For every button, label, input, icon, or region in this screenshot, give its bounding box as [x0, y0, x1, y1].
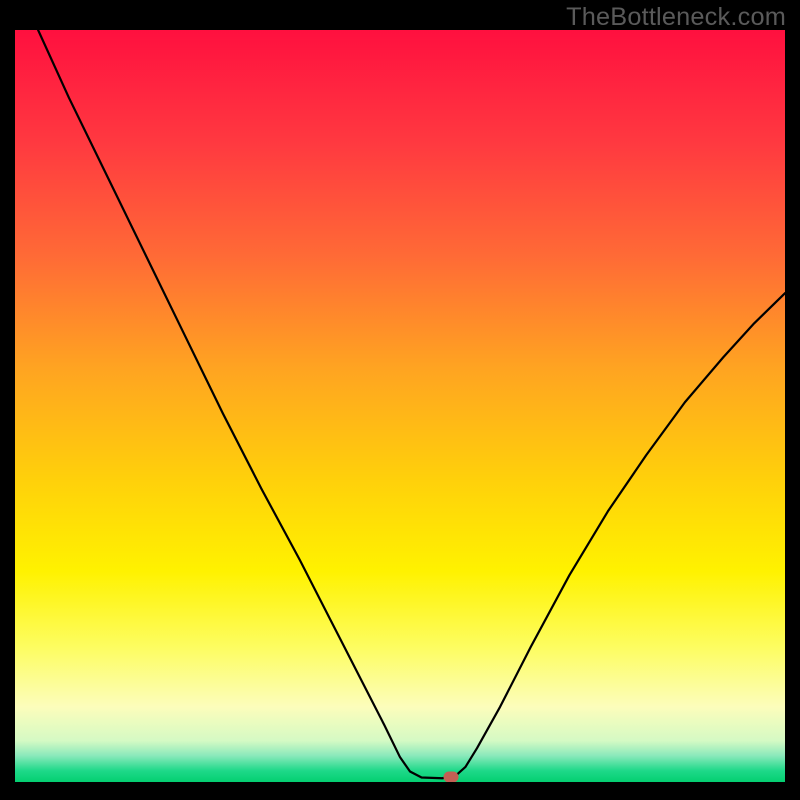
bottleneck-curve [15, 30, 785, 782]
watermark-text: TheBottleneck.com [566, 3, 786, 32]
bottleneck-curve-path [38, 30, 785, 778]
plot-area [15, 30, 785, 782]
frame-border-left [0, 0, 15, 800]
chart-frame: TheBottleneck.com [0, 0, 800, 800]
frame-border-bottom [0, 782, 800, 800]
frame-border-right [785, 0, 800, 800]
optimum-marker [443, 772, 458, 782]
